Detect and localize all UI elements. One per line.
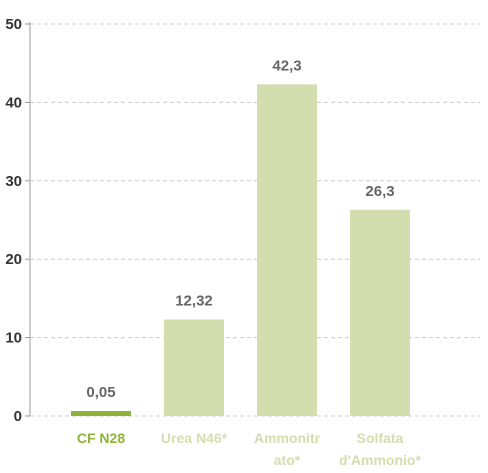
x-tick-label: Urea N46*	[161, 430, 228, 446]
x-tick-label: ato*	[274, 452, 301, 468]
x-tick-label: Solfata	[357, 430, 404, 446]
bar	[71, 411, 131, 416]
y-tick-label: 30	[5, 173, 22, 190]
y-tick-label: 10	[5, 330, 22, 347]
x-tick-label: CF N28	[77, 430, 125, 446]
bar	[257, 84, 317, 417]
bar	[164, 319, 224, 416]
data-label: 0,05	[86, 384, 115, 401]
x-tick-label: d'Ammonio*	[339, 452, 421, 468]
x-tick-label: Ammonitr	[254, 430, 321, 446]
bar	[350, 209, 410, 416]
data-label: 42,3	[272, 57, 301, 74]
y-tick-label: 50	[5, 16, 22, 33]
data-label: 12,32	[175, 292, 213, 309]
y-tick-label: 20	[5, 251, 22, 268]
y-tick-label: 0	[14, 408, 22, 425]
y-tick-label: 40	[5, 94, 22, 111]
data-label: 26,3	[365, 183, 394, 200]
